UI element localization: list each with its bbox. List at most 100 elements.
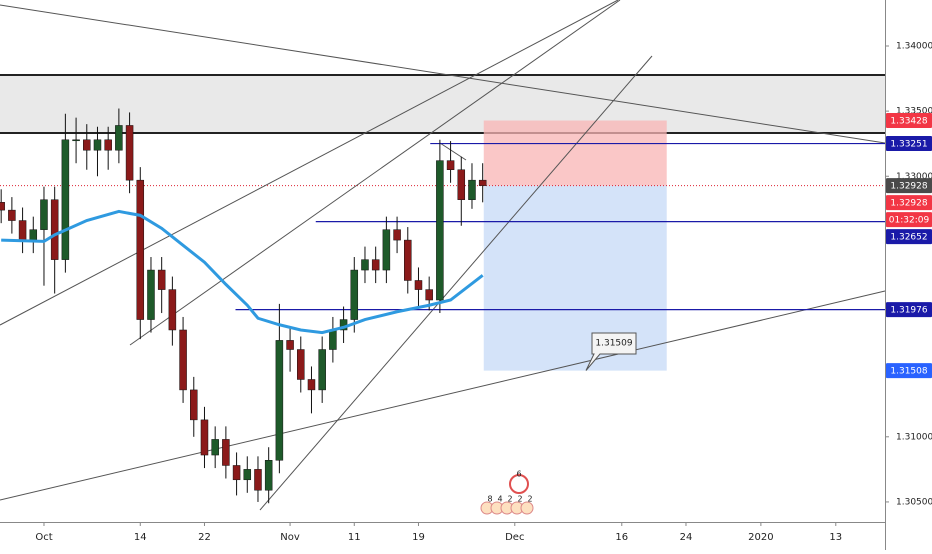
event-count: 2 xyxy=(507,495,512,504)
position-layer xyxy=(0,120,885,371)
x-tick-label: 13 xyxy=(829,532,842,543)
moving-average xyxy=(1,209,484,335)
trendline xyxy=(0,290,886,501)
x-tick-label: 19 xyxy=(412,532,425,543)
trendline xyxy=(0,4,886,144)
event-count: 6 xyxy=(516,470,521,479)
callout-box xyxy=(585,332,637,371)
candle-body xyxy=(414,280,423,290)
candle-body xyxy=(179,329,187,391)
candle-body xyxy=(297,349,305,380)
time-axis-bg xyxy=(0,522,885,550)
x-tick-label: Nov xyxy=(280,532,300,543)
event-count: 2 xyxy=(527,495,532,504)
price-label: 1.33428 xyxy=(890,117,927,127)
candle-body xyxy=(200,419,209,456)
supply-zone xyxy=(0,75,885,134)
event-count: 4 xyxy=(497,495,502,504)
candles-layer: 1.31509 xyxy=(0,108,637,504)
x-tick-label: 11 xyxy=(348,532,361,543)
events-layer: 68 4 2 2 2 xyxy=(480,470,534,515)
candle-body xyxy=(436,160,444,301)
candle-body xyxy=(125,125,134,181)
price-label-bg xyxy=(886,195,932,211)
candle-body xyxy=(190,389,198,421)
candle-body xyxy=(0,202,5,211)
event-count: 2 xyxy=(517,495,522,504)
candle-body xyxy=(18,220,27,241)
candle-body xyxy=(50,199,59,260)
candle-body xyxy=(8,209,16,221)
candle-body xyxy=(72,139,80,142)
candle-body xyxy=(232,465,241,481)
x-tick-label: 2020 xyxy=(748,532,773,543)
candle-body xyxy=(286,340,294,350)
candle-body xyxy=(147,269,155,320)
candle-body xyxy=(222,439,230,466)
candle-body xyxy=(211,439,219,456)
price-label-bg xyxy=(886,363,932,379)
x-tick-label: 14 xyxy=(134,532,147,543)
candle-body xyxy=(136,179,145,320)
candle-body xyxy=(61,139,70,260)
candle-body xyxy=(83,139,91,151)
y-tick-label: 1.34000 xyxy=(896,41,932,51)
price-label-bg xyxy=(886,136,932,152)
callout-label: 1.31509 xyxy=(595,339,632,349)
trendlines xyxy=(0,0,886,511)
x-tick-label: 22 xyxy=(198,532,211,543)
trendline xyxy=(259,55,653,511)
candle-body xyxy=(93,139,102,151)
event-icon xyxy=(509,474,529,494)
candle-body xyxy=(243,469,252,481)
candle-body xyxy=(425,289,433,301)
y-tick-label: 1.31000 xyxy=(896,432,932,442)
price-label: 1.32928 xyxy=(890,182,927,192)
candle-body xyxy=(478,179,487,186)
price-label: 1.32928 xyxy=(890,199,927,209)
price-label-bg xyxy=(886,113,932,129)
y-tick-label: 1.30500 xyxy=(896,497,932,507)
price-label-bg xyxy=(886,302,932,318)
candle-body xyxy=(350,269,359,320)
candle-body xyxy=(254,469,262,491)
event-flag xyxy=(520,501,534,515)
candle-body xyxy=(457,169,466,200)
candle-body xyxy=(318,349,326,391)
x-tick-label: Dec xyxy=(505,532,524,543)
candle-body xyxy=(157,269,166,290)
price-axis-bg xyxy=(885,0,932,550)
candle-body xyxy=(468,179,476,200)
candle-body xyxy=(115,125,123,151)
risk-box xyxy=(483,120,667,186)
candle-body xyxy=(329,329,337,350)
candle-body xyxy=(40,199,48,230)
price-label: 1.31508 xyxy=(890,367,927,377)
trendline xyxy=(129,0,621,346)
candle-body xyxy=(307,379,316,391)
price-label-bg xyxy=(886,212,932,228)
price-label-bg xyxy=(886,229,932,245)
zone-layer xyxy=(0,74,885,135)
price-label: 1.31976 xyxy=(890,306,927,316)
candle-body xyxy=(446,160,455,170)
x-tick-label: 16 xyxy=(615,532,628,543)
candle-body xyxy=(168,289,177,331)
price-label-bg xyxy=(886,178,932,194)
y-tick-label: 1.33000 xyxy=(896,172,932,182)
x-tick-label: 24 xyxy=(680,532,693,543)
candle-body xyxy=(393,229,401,241)
x-tick-label: Oct xyxy=(35,532,52,543)
candle-body xyxy=(104,139,112,151)
trendline xyxy=(0,0,619,326)
candle-body xyxy=(264,460,273,491)
price-label: 1.33251 xyxy=(890,140,927,150)
candle-body xyxy=(29,229,38,241)
price-label: 1.32652 xyxy=(890,233,927,243)
candle-body xyxy=(361,259,369,271)
reward-box xyxy=(483,185,667,371)
candle-body xyxy=(404,239,412,281)
price-label: 01:32:09 xyxy=(889,216,930,226)
